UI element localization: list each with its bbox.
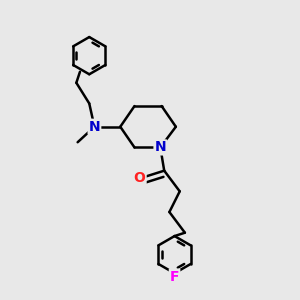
Text: N: N (154, 140, 166, 154)
Text: O: O (134, 171, 146, 185)
Text: F: F (170, 270, 179, 283)
Text: N: N (88, 120, 100, 134)
